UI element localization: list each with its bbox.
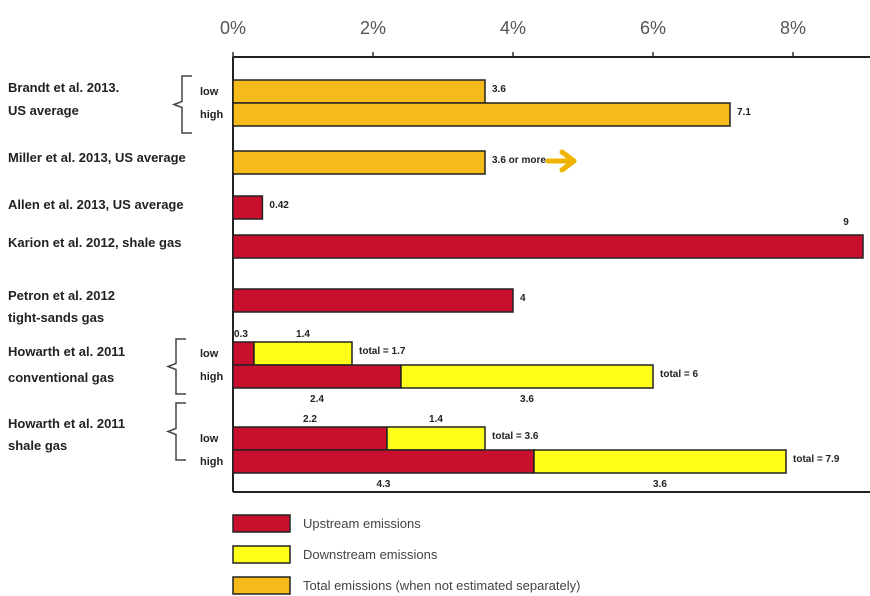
bracket: [165, 338, 186, 395]
segment-value-label: 0.3: [234, 329, 248, 340]
bar-segment-upstream: [232, 364, 402, 389]
bar-segment-total: [232, 79, 486, 104]
study-label: shale gas: [8, 438, 67, 453]
bar-end-label: total = 6: [660, 369, 699, 380]
segment-value-label: 1.4: [429, 414, 443, 425]
bar-segment-downstream: [400, 364, 654, 389]
right-arrow-icon: [545, 149, 577, 173]
x-tick-label: 6%: [640, 18, 666, 38]
segment-value-label: 4.3: [377, 479, 391, 490]
bar-end-label: total = 1.7: [359, 346, 406, 357]
bar-segment-upstream: [232, 426, 388, 451]
legend-label: Downstream emissions: [303, 547, 438, 562]
bar-segment-upstream: [232, 234, 864, 259]
bar-segment-downstream: [253, 341, 353, 366]
study-label: Karion et al. 2012, shale gas: [8, 235, 181, 250]
legend-swatch-total: [232, 576, 291, 595]
bar-sublabel: low: [200, 433, 219, 445]
legend-swatch-upstream: [232, 514, 291, 533]
segment-value-label: 1.4: [296, 329, 310, 340]
study-label: conventional gas: [8, 370, 114, 385]
study-label: US average: [8, 103, 79, 118]
bar-end-label: total = 7.9: [793, 454, 840, 465]
study-labels: Brandt et al. 2013. US average Miller et a…: [8, 75, 192, 461]
x-tick-label: 0%: [220, 18, 246, 38]
bar-end-label: 7.1: [737, 107, 751, 118]
segment-value-label: 3.6: [653, 479, 667, 490]
study-label: tight-sands gas: [8, 310, 104, 325]
bar-sublabel: low: [200, 86, 219, 98]
study-label: Brandt et al. 2013.: [8, 80, 119, 95]
x-axis-ticks: 0% 2% 4% 6% 8%: [220, 18, 806, 57]
bar-segment-upstream: [232, 195, 264, 220]
bar-segment-downstream: [386, 426, 486, 451]
bar-end-label: 3.6 or more: [492, 155, 546, 166]
bar-segment-total: [232, 150, 486, 175]
x-tick-label: 8%: [780, 18, 806, 38]
bar-end-label: total = 3.6: [492, 431, 539, 442]
bar-segment-downstream: [533, 449, 787, 474]
segment-value-label: 3.6: [520, 394, 534, 405]
x-tick-label: 2%: [360, 18, 386, 38]
legend-swatch-downstream: [232, 545, 291, 564]
bar-end-label: 4: [520, 293, 526, 304]
study-label: Howarth et al. 2011: [8, 416, 125, 431]
bar-segment-upstream: [232, 449, 535, 474]
bar-sublabel: high: [200, 109, 223, 121]
study-label: Allen et al. 2013, US average: [8, 197, 184, 212]
bar-segment-total: [232, 102, 731, 127]
x-tick-label: 4%: [500, 18, 526, 38]
study-label: Miller et al. 2013, US average: [8, 150, 186, 165]
bar-end-label: 3.6: [492, 84, 506, 95]
bar-top-label: 9: [843, 217, 849, 228]
bar-end-label: 0.42: [269, 200, 289, 211]
legend-label: Total emissions (when not estimated sepa…: [303, 578, 580, 593]
study-label: Petron et al. 2012: [8, 288, 115, 303]
bar-segment-upstream: [232, 341, 255, 366]
bar-sublabel: high: [200, 456, 223, 468]
bar-sublabel: high: [200, 371, 223, 383]
bracket: [165, 402, 186, 461]
segment-value-label: 2.4: [310, 394, 324, 405]
study-label: Howarth et al. 2011: [8, 344, 125, 359]
bars: low 3.6 high 7.1 3.6 or more 0.42 9 4 low total =…: [200, 79, 864, 490]
bracket: [171, 75, 192, 134]
bar-segment-upstream: [232, 288, 514, 313]
legend: Upstream emissions Downstream emissions To…: [232, 514, 580, 595]
bar-sublabel: low: [200, 348, 219, 360]
segment-value-label: 2.2: [303, 414, 317, 425]
legend-label: Upstream emissions: [303, 516, 421, 531]
